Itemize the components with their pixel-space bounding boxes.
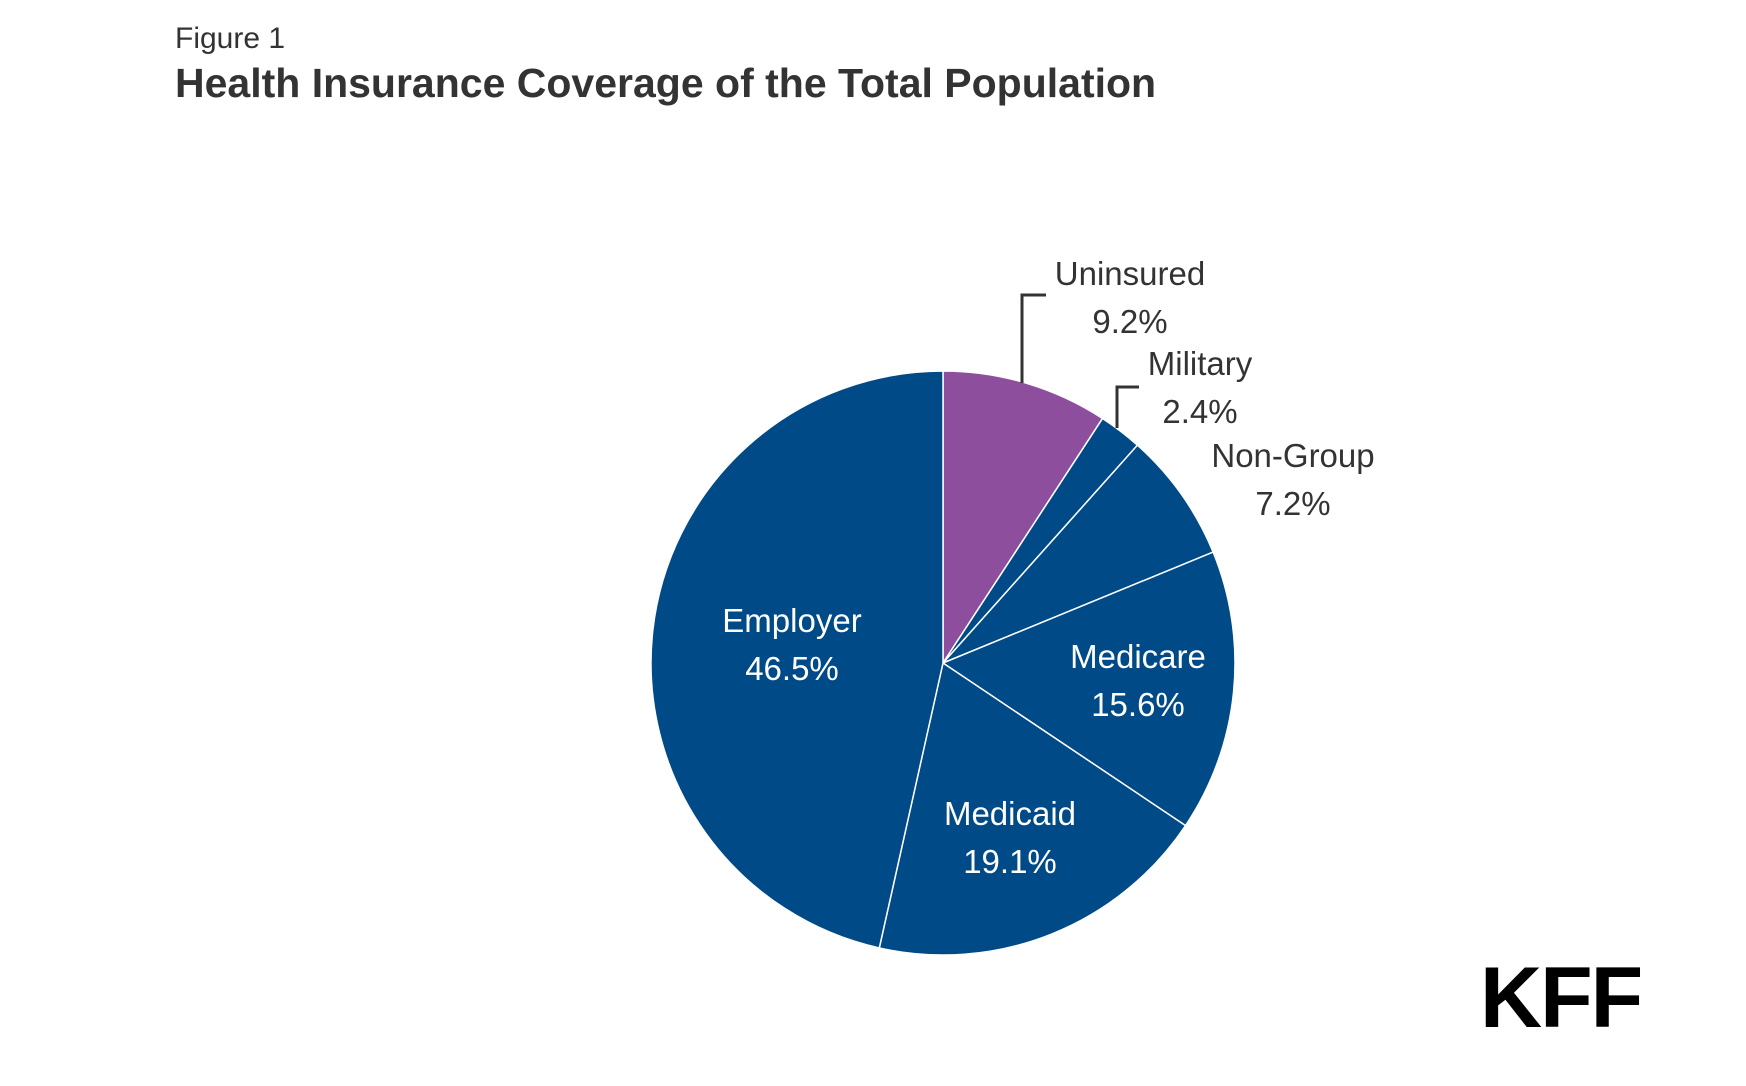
kff-logo: KFF — [1480, 950, 1643, 1046]
pie-slice-uninsured — [942, 370, 1104, 666]
pie-slice-medicaid — [878, 661, 1187, 956]
slice-label-non-group: Non-Group — [1211, 437, 1374, 474]
figure-label: Figure 1 — [175, 22, 286, 55]
slice-label-employer: Employer — [722, 602, 861, 639]
slice-value-non-group: 7.2% — [1255, 485, 1330, 522]
slice-value-medicare: 15.6% — [1091, 686, 1185, 723]
leader-line-uninsured — [1020, 293, 1046, 383]
slice-label-medicare: Medicare — [1070, 638, 1206, 675]
pie-slice-medicare — [941, 551, 1236, 827]
slice-label-military: Military — [1148, 345, 1253, 382]
slice-value-employer: 46.5% — [745, 650, 839, 687]
slice-value-uninsured: 9.2% — [1092, 303, 1167, 340]
pie-slice-employer — [650, 370, 944, 949]
leader-line-military — [1115, 385, 1139, 428]
slice-label-medicaid: Medicaid — [944, 795, 1076, 832]
chart-title: Health Insurance Coverage of the Total P… — [175, 60, 1157, 106]
slice-value-medicaid: 19.1% — [963, 843, 1057, 880]
slice-value-military: 2.4% — [1162, 393, 1237, 430]
slice-label-uninsured: Uninsured — [1055, 255, 1205, 292]
pie-slice-non-group — [942, 444, 1215, 664]
